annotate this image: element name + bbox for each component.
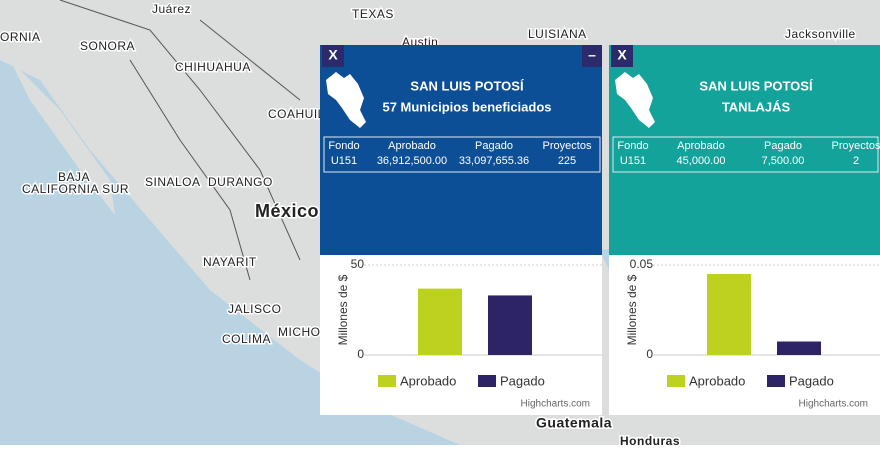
- map-label: Guatemala: [536, 415, 612, 431]
- credits[interactable]: Highcharts.com: [521, 399, 590, 410]
- map-label: Jacksonville: [785, 27, 856, 41]
- map-label: BAJA: [58, 170, 90, 184]
- table-cell: 45,000.00: [677, 155, 726, 167]
- state-icon: [326, 72, 366, 128]
- table-header: Proyectos: [832, 140, 880, 152]
- ocean: [0, 60, 460, 445]
- table-header: Pagado: [764, 140, 802, 152]
- map-label: NAYARIT: [203, 255, 257, 269]
- map-label: CALIFORNIA SUR: [22, 182, 129, 196]
- table-header: Aprobado: [388, 140, 436, 152]
- table-cell: 2: [853, 155, 859, 167]
- legend-label[interactable]: Pagado: [789, 373, 834, 388]
- legend-label[interactable]: Pagado: [500, 373, 545, 388]
- popup-header: [609, 45, 880, 255]
- minimize-label: –: [588, 47, 596, 63]
- table-header: Pagado: [475, 140, 513, 152]
- credits[interactable]: Highcharts.com: [799, 399, 868, 410]
- popup-subtitle: 57 Municipios beneficiados: [382, 99, 551, 114]
- map-label: LUISIANA: [528, 27, 587, 41]
- map-label: TEXAS: [352, 7, 394, 21]
- map-label: México: [255, 201, 319, 221]
- popup: X – SAN LUIS POTOSÍ 57 Municipios beneficia…: [320, 45, 602, 415]
- popup-title: SAN LUIS POTOSÍ: [410, 78, 524, 93]
- y-axis-title: Millones de $: [625, 274, 639, 345]
- table-cell: 36,912,500.00: [377, 155, 447, 167]
- map-label: SINALOA: [145, 175, 201, 189]
- map-label: MICHO: [278, 325, 321, 339]
- table-cell: U151: [331, 155, 357, 167]
- y-tick-label: 0: [646, 347, 653, 361]
- state-icon: [615, 72, 655, 128]
- table-cell: 225: [558, 155, 576, 167]
- close-button[interactable]: [611, 45, 633, 67]
- popup: X SAN LUIS POTOSÍ TANLAJÁS Fondo Aprobado Pag…: [609, 45, 880, 415]
- table-cell: U151: [620, 155, 646, 167]
- map-label: ORNIA: [0, 30, 41, 44]
- table-border: [323, 136, 601, 173]
- close-button[interactable]: [322, 45, 344, 67]
- peninsula: [10, 60, 115, 215]
- map-label: Juárez: [152, 2, 191, 16]
- map-label: CHIHUAHUA: [175, 60, 251, 74]
- popup-subtitle: TANLAJÁS: [722, 99, 791, 114]
- close-label: X: [328, 47, 338, 63]
- bar: [418, 288, 462, 355]
- table-header: Fondo: [617, 140, 648, 152]
- legend-swatch[interactable]: [478, 375, 496, 387]
- legend-label[interactable]: Aprobado: [689, 373, 745, 388]
- y-tick-label: 50: [351, 257, 365, 271]
- bar: [777, 341, 821, 355]
- legend-swatch[interactable]: [667, 375, 685, 387]
- map-label: COAHUILA: [268, 107, 333, 121]
- y-tick-label: 0: [357, 347, 364, 361]
- map-label: Honduras: [620, 434, 680, 445]
- map-label: JALISCO: [228, 302, 282, 316]
- y-axis-title: Millones de $: [336, 274, 350, 345]
- legend-label[interactable]: Aprobado: [400, 373, 456, 388]
- map-label: DURANGO: [208, 175, 273, 189]
- legend-swatch[interactable]: [378, 375, 396, 387]
- legend-swatch[interactable]: [767, 375, 785, 387]
- popup-header: [320, 45, 602, 255]
- table-cell: 33,097,655.36: [459, 155, 529, 167]
- popup-title: SAN LUIS POTOSÍ: [699, 78, 813, 93]
- minimize-button[interactable]: [582, 45, 602, 67]
- bar: [707, 274, 751, 355]
- table-header: Proyectos: [543, 140, 592, 152]
- close-label: X: [617, 47, 627, 63]
- table-header: Fondo: [328, 140, 359, 152]
- map-label: COLIMA: [222, 332, 271, 346]
- bar: [488, 295, 532, 355]
- borders: [59, 0, 301, 281]
- y-tick-label: 0.05: [630, 257, 654, 271]
- table-cell: 7,500.00: [762, 155, 805, 167]
- table-border: [612, 136, 879, 173]
- map-label: SONORA: [80, 39, 135, 53]
- table-header: Aprobado: [677, 140, 725, 152]
